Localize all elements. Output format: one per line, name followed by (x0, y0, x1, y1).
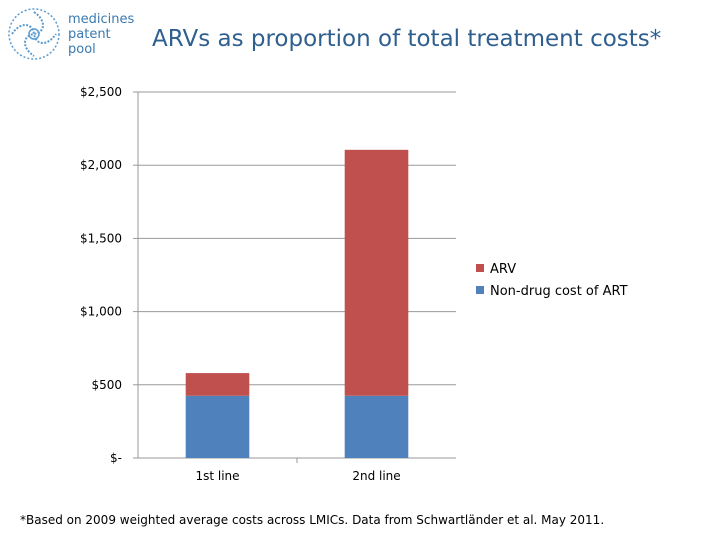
legend-swatch-non-drug (476, 286, 484, 294)
y-tick-label-3: $1,500 (80, 231, 122, 245)
bar-1-series-1 (185, 395, 250, 458)
y-tick-label-4: $2,000 (80, 158, 122, 172)
y-tick-label-5: $2,500 (80, 85, 122, 99)
bar-2-series-1 (344, 395, 409, 458)
logo-text: medicines patent pool (68, 12, 134, 57)
page-title: ARVs as proportion of total treatment co… (152, 26, 662, 52)
chart-legend: ARV Non-drug cost of ART (476, 262, 628, 306)
footnote: *Based on 2009 weighted average costs ac… (20, 513, 605, 527)
logo-swirl-icon (8, 8, 60, 60)
legend-item-arv: ARV (476, 262, 628, 284)
y-tick-label-0: $- (110, 451, 122, 465)
bar-2-series-2 (344, 149, 409, 396)
y-tick-label-2: $1,000 (80, 305, 122, 319)
logo-line-1: medicines (68, 12, 135, 27)
legend-label-non-drug: Non-drug cost of ART (490, 284, 628, 299)
logo-line-2: patent (68, 27, 111, 42)
x-tick-label-2: 2nd line (352, 469, 400, 483)
logo-line-3: pool (68, 42, 96, 57)
legend-item-non-drug: Non-drug cost of ART (476, 284, 628, 306)
legend-label-arv: ARV (490, 262, 517, 277)
legend-swatch-arv (476, 264, 484, 272)
bar-1-series-2 (185, 373, 250, 396)
x-tick-label-1: 1st line (195, 469, 239, 483)
y-tick-label-1: $500 (91, 378, 122, 392)
